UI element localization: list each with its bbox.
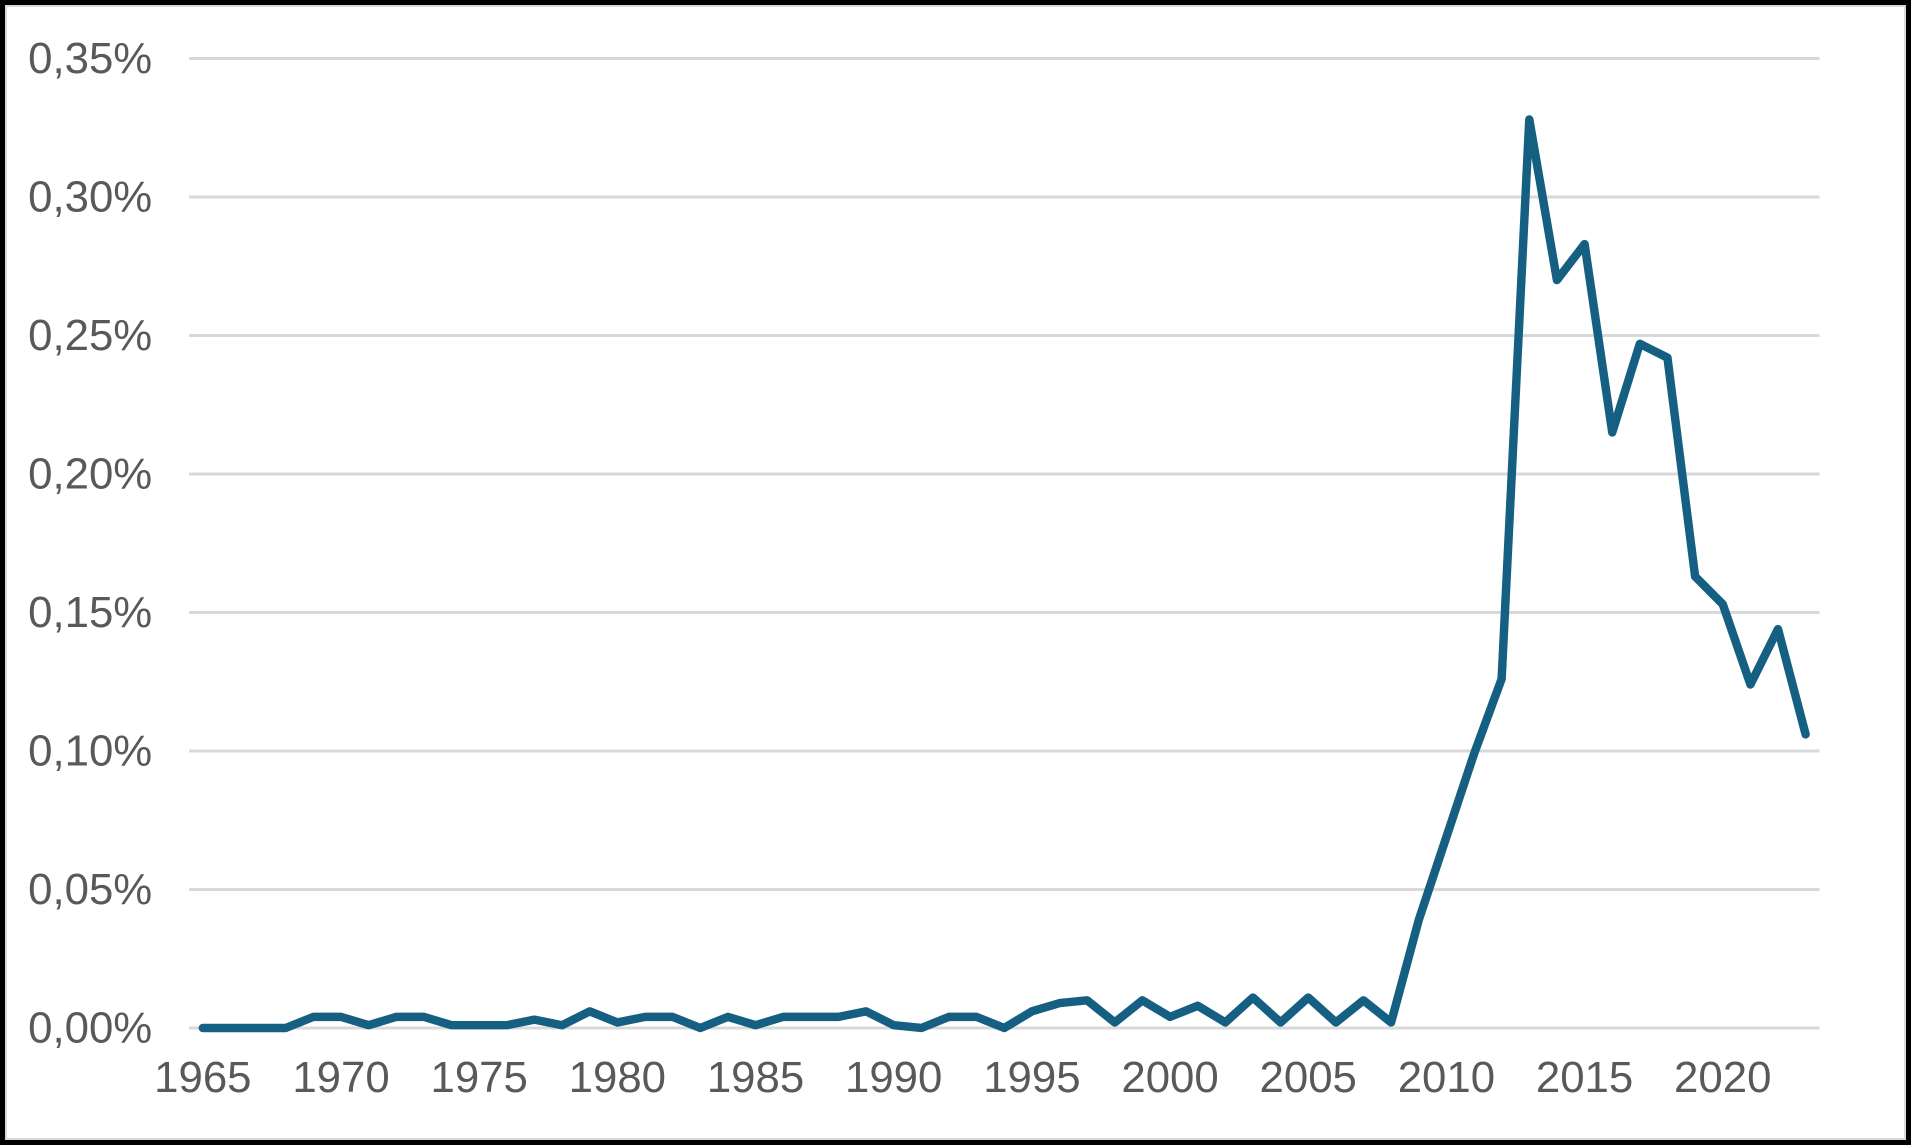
x-tick-label: 1985: [707, 1053, 804, 1102]
x-tick-label: 1970: [292, 1053, 389, 1102]
x-tick-label: 2005: [1260, 1053, 1357, 1102]
x-tick-label: 2015: [1536, 1053, 1633, 1102]
x-tick-label: 1995: [983, 1053, 1080, 1102]
chart-canvas: 0,00% 0,05% 0,10% 0,15% 0,20% 0,25% 0,30% 0,35%…: [28, 34, 1820, 1102]
y-tick-label: 0,10%: [28, 727, 152, 776]
x-tick-label: 1990: [845, 1053, 942, 1102]
y-tick-label: 0,20%: [28, 450, 152, 499]
y-tick-label: 0,15%: [28, 588, 152, 637]
y-tick-label: 0,35%: [28, 34, 152, 83]
y-tick-label: 0,30%: [28, 173, 152, 222]
data-series-line: [198, 115, 1810, 1033]
y-tick-label: 0,05%: [28, 865, 152, 914]
y-tick-label: 0,00%: [28, 1004, 152, 1053]
x-tick-label: 2000: [1121, 1053, 1218, 1102]
x-tick-label: 2010: [1398, 1053, 1495, 1102]
x-tick-label: 1980: [569, 1053, 666, 1102]
x-tick-label: 1975: [431, 1053, 528, 1102]
y-tick-label: 0,25%: [28, 311, 152, 360]
x-tick-label: 2020: [1674, 1053, 1771, 1102]
x-tick-label: 1965: [154, 1053, 251, 1102]
